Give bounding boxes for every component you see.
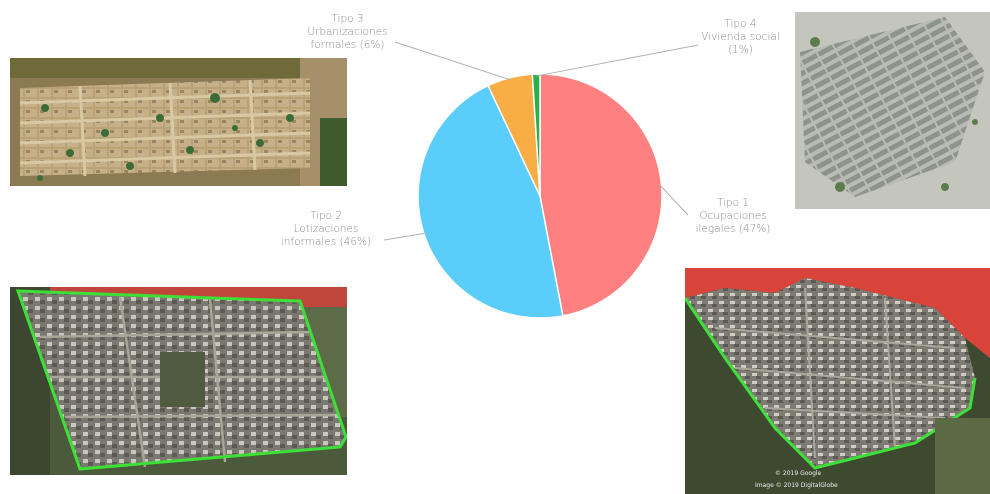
pie-slice-tipo-1 xyxy=(539,73,663,317)
label-tipo-1-line-1: Tipo 1 xyxy=(716,197,750,209)
label-tipo-1-line-3: ilegales (47%) xyxy=(695,223,771,235)
label-tipo-3-line-3: formales (6%) xyxy=(310,39,385,51)
label-tipo-3-line-2: Urbanizaciones xyxy=(307,26,388,38)
label-tipo-4: Tipo 4 Vivienda social (1%) xyxy=(683,18,798,57)
leader-line-tipo-2 xyxy=(383,232,426,241)
photo-urbanizacion-formal xyxy=(10,58,347,186)
label-tipo-2-line-1: Tipo 2 xyxy=(309,210,343,222)
photo-ocupacion-ilegal: © 2019 Google Image © 2019 DigitalGlobe xyxy=(685,268,990,494)
label-tipo-3: Tipo 3 Urbanizaciones formales (6%) xyxy=(290,13,405,52)
label-tipo-2: Tipo 2 Lotizaciones informales (46%) xyxy=(270,210,382,249)
leader-line-tipo-3 xyxy=(394,41,511,81)
label-tipo-1-line-2: Ocupaciones xyxy=(699,210,767,222)
label-tipo-1: Tipo 1 Ocupaciones ilegales (47%) xyxy=(683,197,783,236)
label-tipo-4-line-1: Tipo 4 xyxy=(724,18,757,30)
photo-vivienda-social xyxy=(795,12,990,209)
label-tipo-4-line-3: (1%) xyxy=(728,44,753,56)
label-tipo-4-line-2: Vivienda social xyxy=(701,31,780,43)
map-credit-2: Image © 2019 DigitalGlobe xyxy=(755,482,838,489)
map-credit-1: © 2019 Google xyxy=(775,470,822,477)
label-tipo-2-line-3: informales (46%) xyxy=(280,236,372,248)
pie-slice-tipo-4 xyxy=(531,73,541,197)
leader-line-tipo-1 xyxy=(659,184,689,216)
leader-line-tipo-4 xyxy=(536,44,699,77)
label-tipo-2-line-2: Lotizaciones xyxy=(293,223,359,235)
photo-lotizacion-informal xyxy=(10,287,347,475)
label-tipo-3-line-1: Tipo 3 xyxy=(331,13,364,25)
